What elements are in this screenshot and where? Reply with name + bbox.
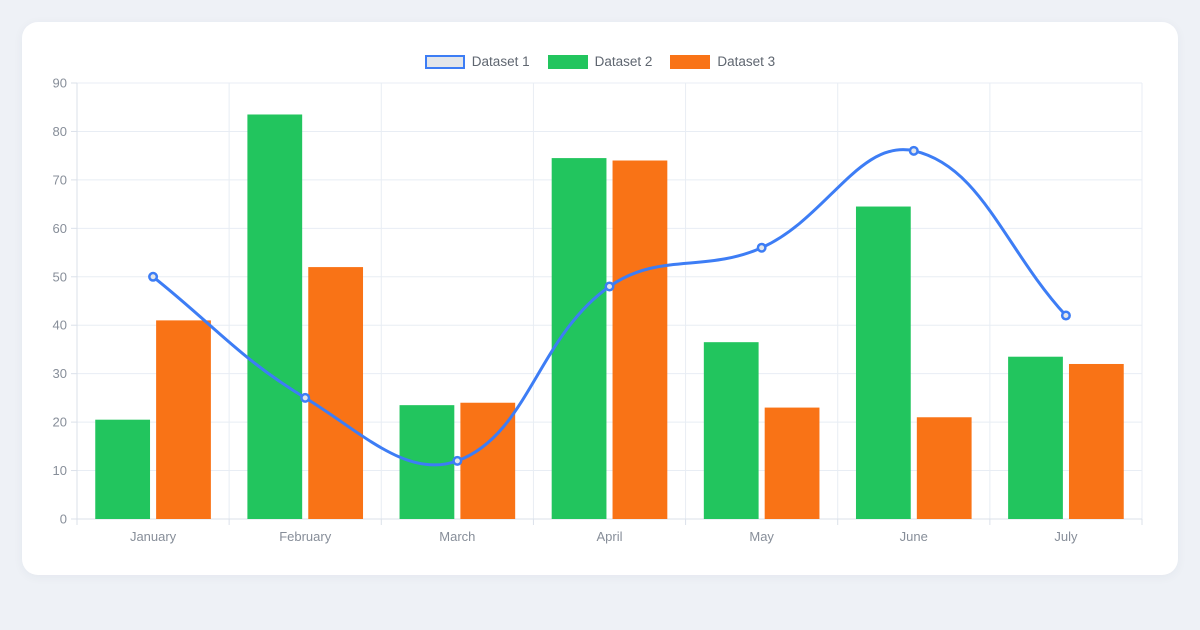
y-axis-label: 40 [53,318,67,333]
bar-dataset-3-april[interactable] [612,160,668,519]
bar-dataset-3-may[interactable] [764,407,820,519]
y-axis-label: 10 [53,463,67,478]
legend-label-dataset-1: Dataset 1 [471,54,530,70]
legend-swatch-bar-dataset-3 [670,55,711,69]
y-axis-label: 70 [53,172,67,187]
y-axis-label: 60 [53,221,67,236]
x-axis-label: June [900,529,928,544]
x-axis-label: January [130,529,177,544]
point-dataset-1-april[interactable] [604,281,615,292]
point-dataset-1-march[interactable] [452,455,463,466]
bar-dataset-2-january[interactable] [95,419,151,519]
point-dataset-1-january[interactable] [148,271,159,282]
chart-legend: Dataset 1 Dataset 2 Dataset 3 [22,55,1178,69]
point-dataset-1-february[interactable] [300,392,311,403]
x-axis-label: March [439,529,475,544]
legend-label-dataset-2: Dataset 2 [594,54,653,70]
x-axis-label: April [596,529,622,544]
y-axis-label: 30 [53,366,67,381]
y-axis-label: 80 [53,124,67,139]
point-dataset-1-june[interactable] [908,145,919,156]
chart-card: Dataset 1 Dataset 2 Dataset 3 0 10 20 30 40 5… [22,22,1178,575]
point-dataset-1-may[interactable] [756,242,767,253]
chart-plot-area: 0 10 20 30 40 50 60 70 80 90 January February March A… [53,76,1143,544]
bar-dataset-2-july[interactable] [1008,356,1063,519]
y-axis-label: 90 [53,76,67,91]
x-axis-label: May [749,529,774,544]
y-axis-label: 20 [53,415,67,430]
legend-swatch-line-dataset-1 [424,55,465,69]
point-dataset-1-july[interactable] [1060,310,1071,321]
legend-label-dataset-3: Dataset 3 [717,54,776,70]
bar-dataset-3-february[interactable] [308,267,364,519]
bar-dataset-3-july[interactable] [1068,363,1124,519]
x-axis-label: July [1054,529,1078,544]
y-axis-label: 0 [60,512,67,527]
legend-swatch-bar-dataset-2 [547,55,588,69]
bar-dataset-2-may[interactable] [703,342,759,519]
y-axis-label: 50 [53,269,67,284]
bar-dataset-2-june[interactable] [855,206,911,520]
bar-dataset-2-february[interactable] [247,114,303,519]
legend-item-dataset-1[interactable]: Dataset 1 [424,54,530,70]
legend-item-dataset-2[interactable]: Dataset 2 [547,54,653,70]
bar-dataset-3-january[interactable] [156,320,211,519]
bar-dataset-2-march[interactable] [399,405,455,519]
legend-item-dataset-3[interactable]: Dataset 3 [670,55,775,69]
bar-dataset-3-june[interactable] [916,417,972,519]
x-axis-label: February [279,529,332,544]
